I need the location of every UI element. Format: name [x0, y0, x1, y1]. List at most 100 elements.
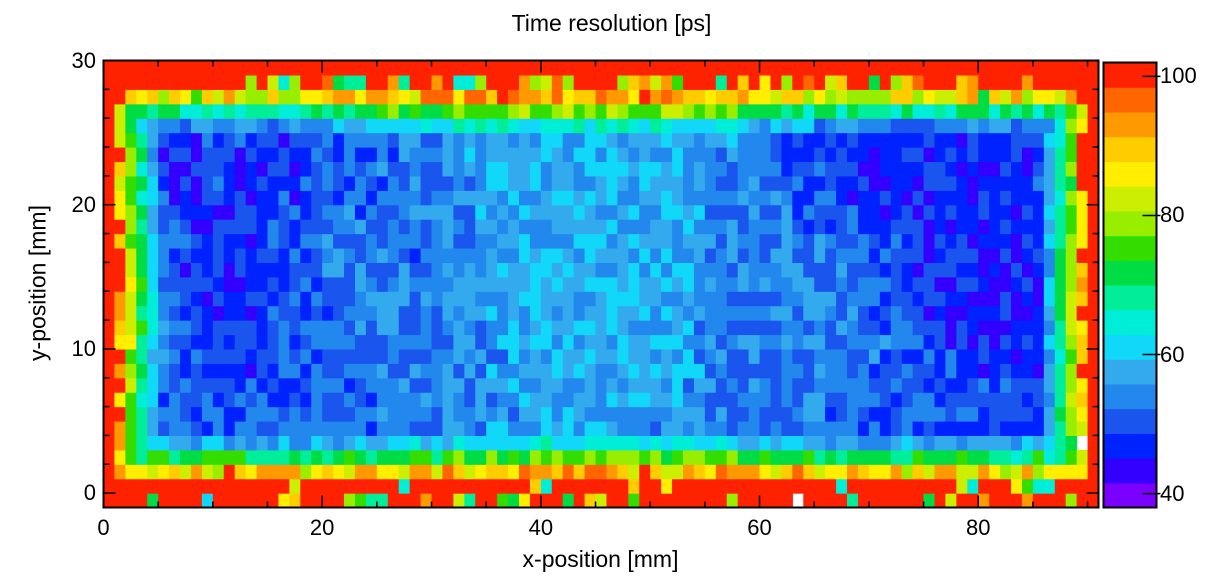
heatmap-cell [737, 118, 750, 134]
heatmap-cell [584, 392, 597, 408]
heatmap-cell [103, 204, 116, 220]
heatmap-cell [683, 60, 695, 76]
heatmap-cell [814, 320, 826, 336]
heatmap-cell [190, 147, 203, 163]
heatmap-cell [1076, 493, 1089, 509]
heatmap-cell [661, 377, 673, 393]
heatmap-cell [978, 493, 990, 509]
heatmap-cell [289, 291, 301, 307]
heatmap-cell [825, 377, 837, 393]
heatmap-cell [1076, 262, 1089, 278]
heatmap-cell [508, 161, 520, 177]
heatmap-cell [529, 478, 542, 494]
heatmap-cell [387, 449, 400, 465]
heatmap-cell [879, 247, 892, 263]
heatmap-cell [759, 305, 772, 321]
heatmap-cell [234, 118, 247, 134]
heatmap-cell [890, 89, 903, 105]
heatmap-cell [737, 60, 750, 76]
heatmap-cell [518, 204, 531, 220]
heatmap-cell [256, 161, 269, 177]
heatmap-cell [868, 449, 881, 465]
heatmap-cell [453, 147, 465, 163]
heatmap-cell [978, 89, 990, 105]
heatmap-cell [136, 175, 148, 191]
heatmap-cell [901, 233, 914, 249]
heatmap-cell [453, 89, 465, 105]
heatmap-cell [956, 103, 968, 119]
heatmap-cell [650, 392, 662, 408]
heatmap-cell [1087, 161, 1100, 177]
heatmap-cell [792, 132, 804, 148]
heatmap-cell [847, 420, 859, 436]
heatmap-cell [540, 348, 553, 364]
heatmap-cell [245, 74, 258, 90]
heatmap-cell [770, 478, 783, 494]
heatmap-cell [978, 291, 990, 307]
heatmap-cell [704, 74, 717, 90]
heatmap-cell [901, 219, 914, 235]
heatmap-cell [136, 420, 148, 436]
heatmap-cell [398, 74, 411, 90]
heatmap-cell [1011, 247, 1023, 263]
heatmap-cell [672, 377, 684, 393]
heatmap-cell [453, 348, 465, 364]
heatmap-cell [923, 334, 936, 350]
heatmap-cell [300, 89, 312, 105]
heatmap-cell [650, 478, 662, 494]
heatmap-cell [879, 219, 892, 235]
heatmap-cell [354, 406, 367, 422]
heatmap-cell [617, 132, 629, 148]
heatmap-cell [376, 435, 389, 451]
heatmap-cell [956, 89, 968, 105]
heatmap-cell [223, 363, 236, 379]
heatmap-cell [1087, 233, 1100, 249]
heatmap-cell [234, 262, 247, 278]
heatmap-cell [190, 348, 203, 364]
heatmap-cell [212, 262, 225, 278]
heatmap-cell [387, 147, 400, 163]
heatmap-cell [114, 204, 126, 220]
heatmap-cell [606, 334, 618, 350]
heatmap-cell [857, 334, 870, 350]
heatmap-cell [803, 493, 815, 509]
heatmap-cell [847, 305, 859, 321]
colorbar-segment [1103, 334, 1157, 360]
heatmap-cell [967, 392, 979, 408]
heatmap-cell [726, 147, 739, 163]
heatmap-cell [956, 233, 968, 249]
heatmap-cell [595, 392, 608, 408]
heatmap-cell [726, 363, 739, 379]
heatmap-cell [344, 334, 356, 350]
heatmap-cell [540, 60, 553, 76]
heatmap-cell [1065, 262, 1078, 278]
heatmap-cell [562, 175, 575, 191]
heatmap-cell [311, 219, 323, 235]
heatmap-cell [464, 449, 476, 465]
heatmap-cell [661, 406, 673, 422]
heatmap-cell [529, 348, 542, 364]
heatmap-cell [180, 435, 192, 451]
heatmap-cell [486, 247, 498, 263]
heatmap-cell [836, 363, 848, 379]
heatmap-cell [147, 276, 159, 292]
heatmap-cell [693, 132, 706, 148]
heatmap-cell [814, 406, 826, 422]
heatmap-cell [978, 377, 990, 393]
heatmap-cell [409, 233, 422, 249]
heatmap-cell [212, 435, 225, 451]
heatmap-cell [945, 420, 957, 436]
heatmap-cell [639, 435, 651, 451]
heatmap-cell [508, 464, 520, 480]
heatmap-cell [333, 392, 345, 408]
heatmap-cell [814, 435, 826, 451]
heatmap-cell [453, 334, 465, 350]
heatmap-cell [1087, 132, 1100, 148]
heatmap-cell [759, 262, 772, 278]
heatmap-cell [978, 406, 990, 422]
x-tick-label: 40 [528, 515, 554, 540]
heatmap-cell [311, 60, 323, 76]
heatmap-cell [289, 320, 301, 336]
heatmap-cell [529, 247, 542, 263]
heatmap-cell [508, 103, 520, 119]
